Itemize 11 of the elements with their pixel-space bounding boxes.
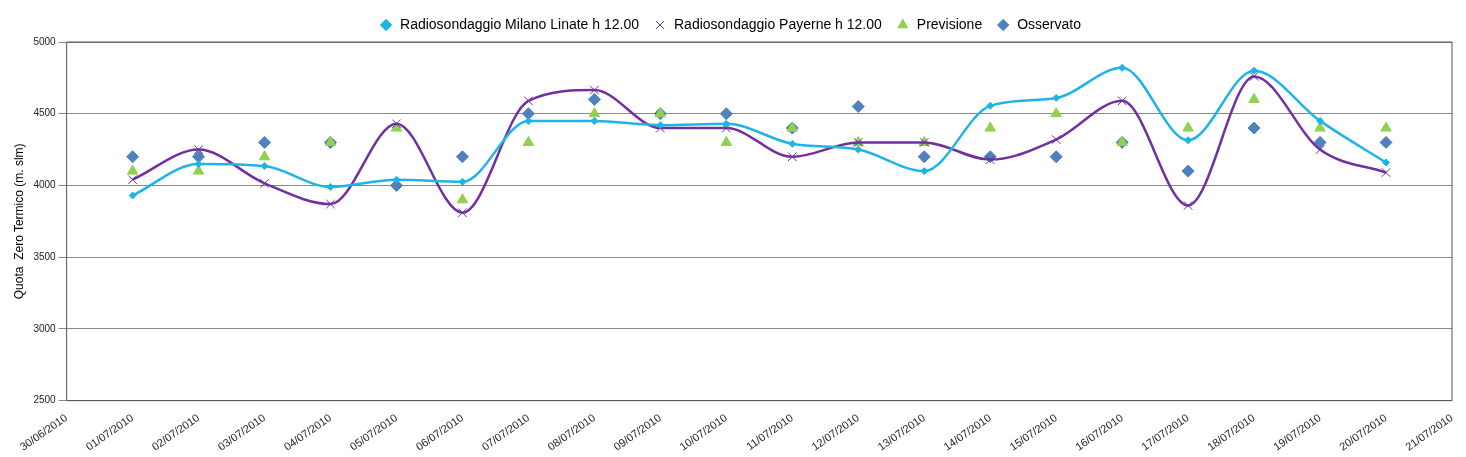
y-tick-label: 5000 [33,35,57,47]
y-tick-label: 2500 [33,394,57,406]
y-axis-title: Quota Zero Termico (m. slm) [11,143,26,300]
y-tick-label: 3000 [33,322,57,334]
y-tick-label: 4500 [33,107,57,119]
y-tick-label: 3500 [33,250,57,262]
legend-label: Radiosondaggio Payerne h 12.00 [673,15,883,32]
y-tick-label: 4000 [33,179,57,191]
legend-label: Radiosondaggio Milano Linate h 12.00 [400,15,640,32]
legend-label: Previsione [916,15,983,32]
legend-label: Osservato [1017,15,1082,32]
